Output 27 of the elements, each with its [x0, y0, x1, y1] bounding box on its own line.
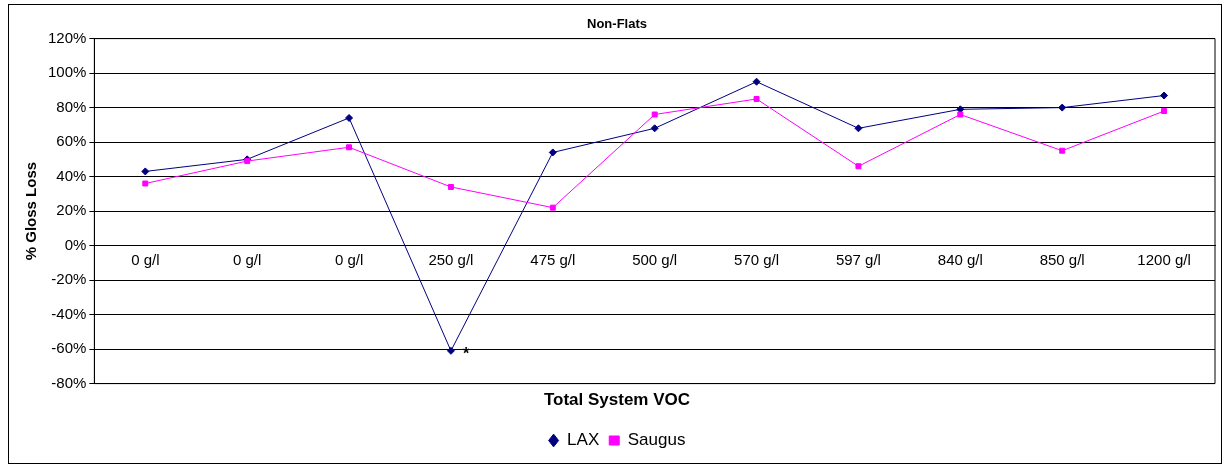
legend-label: LAX	[567, 430, 600, 450]
x-tick-label: 0 g/l	[131, 250, 160, 268]
y-tick-label: 0%	[64, 235, 87, 253]
x-tick-label: 840 g/l	[937, 250, 983, 268]
y-tick-label: 100%	[47, 63, 87, 81]
legend-label: Saugus	[627, 430, 686, 450]
x-tick-label: 850 g/l	[1039, 250, 1085, 268]
x-tick-label: 0 g/l	[233, 250, 262, 268]
x-tick-label: 1200 g/l	[1137, 250, 1191, 268]
y-tick-label: 60%	[56, 132, 87, 150]
y-tick-label: -60%	[51, 339, 87, 357]
y-tick-label: 80%	[56, 97, 87, 115]
x-tick-label: 500 g/l	[632, 250, 678, 268]
y-tick-label: -80%	[51, 373, 87, 391]
x-tick-label: 475 g/l	[530, 250, 576, 268]
x-tick-label: 250 g/l	[428, 250, 474, 268]
y-tick-label: 40%	[56, 166, 87, 184]
y-tick-label: 20%	[56, 201, 87, 219]
x-tick-label: 570 g/l	[734, 250, 780, 268]
y-axis-title: % Gloss Loss	[22, 161, 40, 261]
y-tick-label: -40%	[51, 304, 87, 322]
y-tick-label: -20%	[51, 270, 87, 288]
y-tick-label: 120%	[47, 28, 87, 46]
chart-title: Non-Flats	[587, 16, 647, 32]
x-tick-label: 597 g/l	[835, 250, 881, 268]
x-tick-label: 0 g/l	[334, 250, 364, 268]
x-axis-title: Total System VOC	[543, 389, 691, 409]
